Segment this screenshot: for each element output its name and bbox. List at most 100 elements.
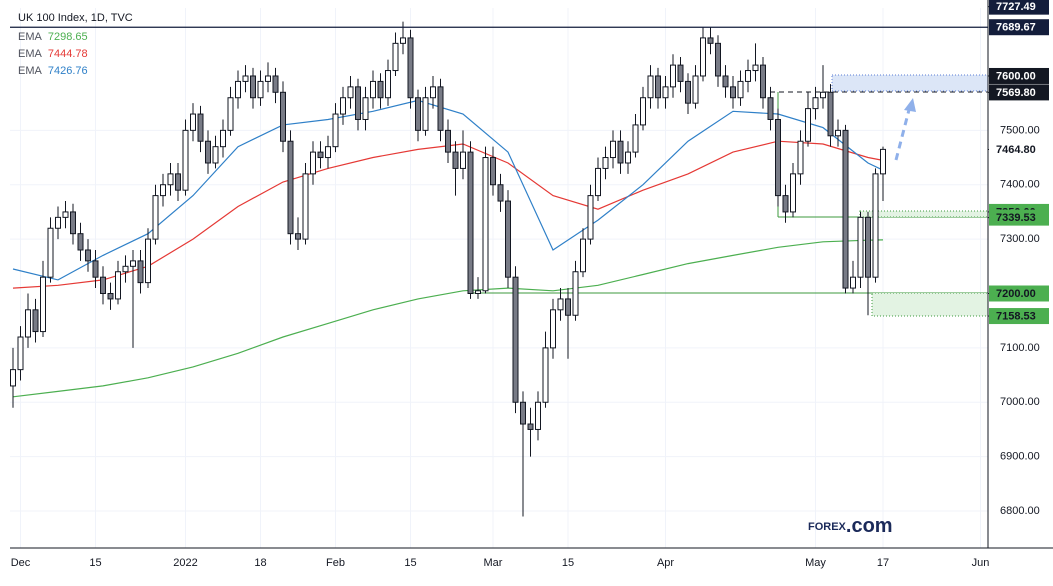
candle-body bbox=[445, 129, 451, 153]
candle-body bbox=[265, 75, 271, 82]
candle-body bbox=[452, 151, 459, 169]
x-tick-label: 18 bbox=[254, 557, 266, 569]
candle-body bbox=[662, 86, 669, 99]
level-label: 7158.53 bbox=[996, 310, 1036, 322]
candle-body bbox=[782, 195, 789, 213]
candle-body bbox=[400, 37, 406, 44]
level-tag bbox=[989, 308, 1049, 325]
candle-body bbox=[512, 276, 519, 403]
level-label: 7339.53 bbox=[996, 212, 1036, 224]
candle-body bbox=[137, 260, 144, 284]
y-tick-label: 6900.00 bbox=[1000, 451, 1040, 463]
candle-body bbox=[752, 64, 759, 72]
candle-body bbox=[340, 97, 346, 115]
level-label: 7464.80 bbox=[996, 144, 1036, 156]
x-tick-label: Dec bbox=[11, 557, 31, 569]
candle-body bbox=[542, 347, 549, 403]
candle-body bbox=[242, 75, 249, 82]
candle-body bbox=[430, 86, 436, 99]
candle-body bbox=[310, 151, 316, 175]
candle-body bbox=[797, 140, 804, 175]
candle-body bbox=[287, 140, 294, 235]
level-label: 7200.00 bbox=[996, 288, 1036, 300]
candle-body bbox=[520, 401, 526, 425]
candle-body bbox=[272, 75, 279, 93]
candle-body bbox=[130, 260, 136, 267]
candle-body bbox=[722, 75, 729, 88]
candle-body bbox=[865, 216, 871, 278]
candle-body bbox=[617, 140, 624, 164]
candle-body bbox=[332, 113, 339, 148]
candle-body bbox=[392, 42, 399, 72]
candle-body bbox=[62, 211, 69, 218]
x-tick-label: Jun bbox=[972, 557, 990, 569]
level-label: 7569.80 bbox=[996, 87, 1036, 99]
candle-body bbox=[17, 336, 24, 371]
candle-body bbox=[812, 97, 819, 110]
candle-body bbox=[557, 298, 564, 311]
candle-body bbox=[160, 184, 166, 197]
ema-line bbox=[12, 239, 884, 398]
candle-body bbox=[220, 129, 226, 148]
candle-body bbox=[655, 75, 661, 99]
candle-body bbox=[745, 70, 751, 82]
x-tick-label: 15 bbox=[562, 557, 574, 569]
candle-body bbox=[565, 298, 571, 316]
candle-body bbox=[632, 124, 639, 153]
candle-body bbox=[580, 238, 586, 273]
candle-body bbox=[32, 309, 39, 333]
candle-body bbox=[355, 86, 361, 120]
x-tick-label: May bbox=[805, 557, 826, 569]
candle-body bbox=[197, 113, 204, 142]
chart-title: UK 100 Index, 1D, TVC bbox=[18, 12, 133, 24]
legend-name: EMA bbox=[18, 48, 43, 60]
candle-body bbox=[280, 91, 286, 142]
level-tag bbox=[989, 209, 1049, 226]
candle-body bbox=[767, 97, 774, 120]
candle-body bbox=[205, 140, 211, 164]
candle-body bbox=[595, 167, 601, 197]
candle-body bbox=[317, 151, 324, 159]
candle-body bbox=[212, 146, 219, 164]
legend-name: EMA bbox=[18, 65, 43, 77]
candle-body bbox=[700, 37, 706, 77]
candle-body bbox=[325, 146, 331, 159]
candle-body bbox=[707, 37, 714, 44]
candle-body bbox=[460, 151, 466, 169]
candle-body bbox=[730, 86, 736, 99]
x-tick-label: Apr bbox=[657, 557, 674, 569]
x-tick-label: 15 bbox=[89, 557, 101, 569]
candle-body bbox=[505, 200, 511, 278]
candle-body bbox=[385, 70, 391, 99]
candle-body bbox=[40, 276, 46, 333]
level-label: 7727.49 bbox=[996, 1, 1036, 13]
candle-body bbox=[47, 227, 54, 278]
candle-body bbox=[737, 80, 744, 99]
candle-body bbox=[377, 80, 384, 99]
y-tick-label: 6800.00 bbox=[1000, 505, 1040, 517]
candle-body bbox=[55, 216, 61, 229]
candle-body bbox=[587, 195, 594, 240]
candle-body bbox=[115, 271, 121, 300]
candle-body bbox=[850, 276, 856, 289]
candle-body bbox=[677, 64, 684, 82]
candle-body bbox=[10, 369, 16, 387]
legend-entry: EMA 7426.76 bbox=[18, 65, 88, 77]
candle-body bbox=[685, 80, 691, 104]
level-tag bbox=[989, 0, 1049, 15]
legend-entry: EMA 7298.65 bbox=[18, 31, 88, 43]
annotations bbox=[470, 74, 989, 317]
candle-body bbox=[715, 42, 721, 77]
candle-body bbox=[857, 216, 864, 278]
y-tick-label: 7400.00 bbox=[1000, 179, 1040, 191]
candle-body bbox=[880, 148, 886, 175]
candle-body bbox=[257, 80, 264, 99]
candle-body bbox=[362, 97, 369, 120]
candle-body bbox=[482, 157, 489, 292]
candle-body bbox=[497, 184, 504, 202]
candle-body bbox=[347, 86, 354, 99]
level-tag bbox=[989, 19, 1049, 36]
legend-entry: EMA 7444.78 bbox=[18, 48, 88, 60]
candle-body bbox=[805, 108, 811, 142]
